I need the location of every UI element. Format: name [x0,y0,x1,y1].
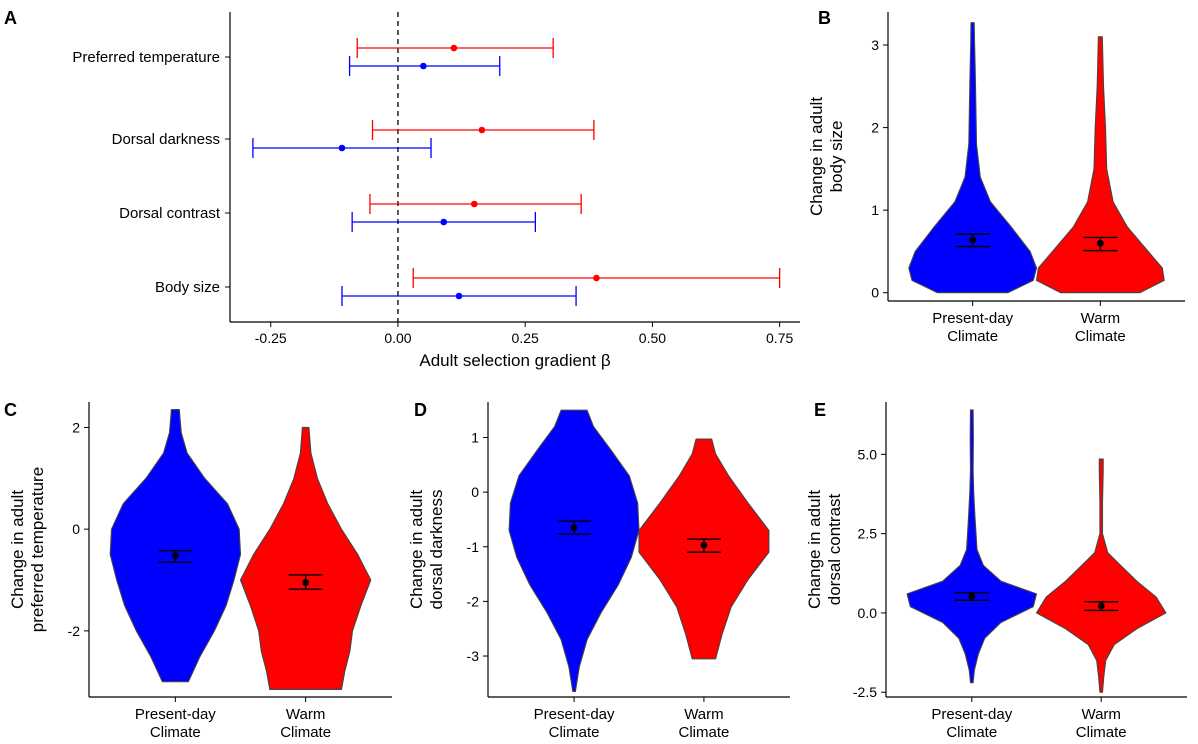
x-tick-label: -0.25 [255,330,287,346]
x-tick-label: Warm [1081,310,1120,327]
x-tick-label: Climate [1076,724,1127,741]
mean-point [1097,602,1105,610]
y-axis-title-line: preferred temperature [28,467,47,632]
y-axis-title-line: dorsal darkness [427,489,446,609]
x-tick-label: Present-day [932,310,1013,327]
mean-point [570,524,578,532]
y-axis-title-line: Change in adult [805,490,824,609]
x-tick-label: Climate [280,724,331,741]
x-tick-label: Warm [1081,706,1120,723]
violin-shape [109,409,242,683]
x-tick-label: Warm [684,706,723,723]
y-tick-label: 1 [471,430,479,446]
y-tick-label: 0 [72,521,80,537]
x-axis-title: Adult selection gradient β [419,351,610,370]
y-tick-label: Body size [155,279,220,296]
estimate-point [470,200,478,208]
panel-label: D [414,400,427,420]
x-tick-label: 0.00 [384,330,411,346]
x-tick-label: Climate [1075,328,1126,345]
x-tick-label: Warm [286,706,325,723]
x-tick-label: Present-day [534,706,615,723]
x-tick-label: Climate [549,724,600,741]
violin-shape [1035,458,1167,693]
panel-e: E-2.50.02.55.0Present-dayClimateWarmClim… [805,400,1187,741]
x-tick-label: Climate [150,724,201,741]
y-tick-label: -2 [68,623,81,639]
x-tick-label: Climate [946,724,997,741]
y-tick-label: -3 [467,648,480,664]
violin-shape [508,409,640,693]
y-tick-label: 2 [72,419,80,435]
y-tick-label: -2 [467,593,480,609]
estimate-point [593,274,600,282]
panel-label: C [4,400,17,420]
y-axis-title: Change in adultdorsal contrast [805,490,844,609]
x-tick-label: Present-day [135,706,216,723]
mean-point [302,579,310,586]
y-axis-title: Change in adultbody size [807,97,846,216]
mean-point [700,541,708,549]
violin-shape [908,22,1038,294]
x-tick-label: Climate [947,328,998,345]
mean-point [171,552,179,560]
estimate-point [420,62,427,70]
y-axis-title-line: Change in adult [8,490,27,609]
mean-point [1096,239,1104,247]
estimate-point [450,44,458,52]
y-tick-label: Preferred temperature [72,49,220,66]
y-tick-label: 0 [471,484,479,500]
y-tick-label: 0.0 [858,605,878,621]
y-axis-title-line: dorsal contrast [825,493,844,605]
y-axis-title-line: body size [827,121,846,193]
y-tick-label: 2.5 [858,526,878,542]
panel-c: C-202Present-dayClimateWarmClimateChange… [4,400,392,741]
y-tick-label: 1 [871,202,879,218]
x-tick-label: 0.75 [766,330,793,346]
panel-label: E [814,400,826,420]
mean-point [969,236,977,244]
y-axis-title: Change in adultdorsal darkness [407,489,446,609]
y-tick-label: 2 [871,120,879,136]
y-tick-label: -1 [467,539,480,555]
estimate-point [440,218,448,226]
y-axis-title-line: Change in adult [807,97,826,216]
panel-label: B [818,8,831,28]
y-tick-label: Dorsal contrast [119,205,221,222]
panel-a: A Preferred temperature Dorsal darkness Dor… [4,8,800,370]
panel-b: B0123Present-dayClimateWarmClimateChange… [807,8,1185,345]
y-axis-title-line: Change in adult [407,490,426,609]
panel-label: A [4,8,17,28]
x-tick-label: 0.25 [512,330,539,346]
y-tick-label: -2.5 [853,684,877,700]
x-tick-label: Climate [679,724,730,741]
y-tick-label: 5.0 [858,446,878,462]
violin-shape [906,409,1038,684]
panel-d: D-3-2-101Present-dayClimateWarmClimateCh… [407,400,790,741]
estimate-point [455,292,463,300]
violin-shape [1035,36,1165,294]
mean-point [968,593,976,600]
x-tick-label: Present-day [931,706,1012,723]
y-axis-title: Change in adultpreferred temperature [8,467,47,632]
estimate-point [338,144,346,152]
x-tick-label: 0.50 [639,330,666,346]
violin-shape [239,426,372,690]
y-tick-label: 3 [871,37,879,53]
estimate-point [478,126,486,134]
y-tick-label: 0 [871,285,879,301]
y-tick-label: Dorsal darkness [112,131,220,148]
